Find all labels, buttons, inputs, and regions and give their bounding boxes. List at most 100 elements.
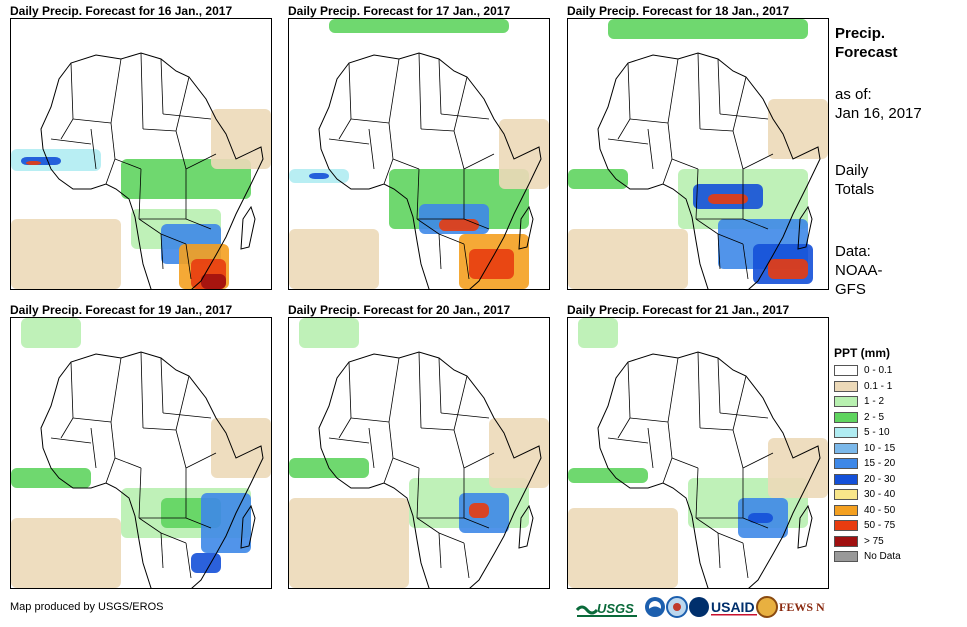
legend-item: > 75: [834, 534, 954, 550]
country-border: [70, 62, 74, 120]
precip-area: [329, 19, 509, 33]
legend-item: No Data: [834, 549, 954, 565]
africa-coastline: [40, 351, 264, 588]
country-border: [667, 122, 673, 160]
forecast-panel-17-jan: Daily Precip. Forecast for 17 Jan., 2017: [288, 4, 550, 290]
country-border: [617, 417, 631, 439]
precip-area: [11, 219, 121, 289]
fews-net-logo: FEWS NET: [756, 596, 841, 618]
country-border: [453, 76, 468, 132]
madagascar-outline: [518, 205, 534, 250]
noaa-logo: [645, 597, 665, 617]
country-border: [160, 532, 164, 569]
country-border: [185, 243, 192, 280]
country-border: [140, 351, 144, 429]
precip-map: [567, 18, 829, 290]
map-graphic: [11, 318, 271, 588]
country-border: [338, 417, 352, 439]
usgs-logo: USGS: [575, 601, 637, 617]
legend-item: 30 - 40: [834, 487, 954, 503]
precip-layer: [289, 318, 549, 588]
panel-title: Daily Precip. Forecast for 18 Jan., 2017: [567, 4, 790, 18]
country-border: [438, 233, 465, 245]
precip-area: [568, 229, 688, 289]
africa-coastline: [318, 52, 542, 289]
country-border: [110, 357, 122, 423]
legend-swatch: [834, 551, 858, 563]
africa-coastline: [40, 52, 264, 289]
country-border: [388, 58, 400, 124]
precip-area: [309, 173, 329, 179]
country-border: [160, 357, 164, 414]
svg-text:FEWS NET: FEWS NET: [779, 600, 825, 614]
country-border: [453, 375, 468, 431]
country-border: [105, 158, 116, 185]
country-border: [717, 233, 721, 270]
precip-map: [10, 317, 272, 589]
precip-area: [21, 318, 81, 348]
totals-block: Daily Totals: [835, 161, 874, 199]
country-border: [695, 517, 719, 534]
legend-item: 50 - 75: [834, 518, 954, 534]
country-border: [717, 233, 744, 245]
precip-area: [748, 513, 773, 523]
country-border: [416, 467, 420, 519]
agency-logos: USGS USAID FEWS NET: [575, 594, 841, 622]
map-graphic: [11, 52, 271, 289]
country-border: [463, 153, 495, 170]
totals-line1: Daily: [835, 162, 869, 179]
legend-title: PPT (mm): [834, 346, 891, 360]
precip-layer: [289, 19, 549, 289]
country-border: [695, 467, 699, 519]
map-graphic: [289, 318, 549, 588]
legend-swatch: [834, 442, 858, 454]
precip-area: [768, 259, 808, 279]
legend-rows: 0 - 0.1 0.1 - 1 1 - 2 2 - 5 5 - 10 10 - 15 15 …: [834, 363, 954, 565]
legend-label: > 75: [864, 535, 884, 547]
legend-swatch: [834, 458, 858, 470]
precip-area: [469, 503, 489, 518]
forecast-panel-18-jan: Daily Precip. Forecast for 18 Jan., 2017: [567, 4, 829, 290]
precip-area: [191, 553, 221, 573]
country-border: [742, 542, 749, 579]
country-border: [185, 517, 212, 529]
country-border: [695, 168, 699, 220]
precip-layer: [11, 109, 271, 289]
country-border: [742, 452, 774, 469]
precip-area: [289, 229, 379, 289]
country-border: [742, 517, 769, 529]
country-border: [438, 357, 442, 414]
agency-logos-graphic: USGS USAID FEWS NET: [575, 596, 841, 618]
country-border: [175, 375, 190, 431]
country-border: [667, 357, 679, 423]
country-border: [418, 351, 422, 429]
country-border: [138, 467, 142, 519]
svg-text:USAID: USAID: [711, 599, 755, 615]
forecast-panel-16-jan: Daily Precip. Forecast for 16 Jan., 2017: [10, 4, 272, 290]
country-border: [420, 427, 455, 431]
country-border: [717, 532, 744, 544]
country-border: [463, 517, 490, 529]
country-border: [463, 452, 495, 469]
country-border: [392, 158, 420, 170]
legend-item: 40 - 50: [834, 503, 954, 519]
country-border: [185, 452, 217, 469]
legend-label: 2 - 5: [864, 411, 885, 423]
precip-area: [768, 99, 828, 159]
country-border: [463, 218, 490, 230]
country-border: [142, 128, 177, 132]
country-border: [697, 351, 701, 429]
madagascar-outline: [797, 205, 813, 250]
country-border: [50, 437, 92, 444]
country-border: [667, 58, 679, 124]
legend-label: 15 - 20: [864, 458, 896, 470]
country-border: [742, 153, 774, 170]
country-border: [440, 412, 490, 419]
forecast-panel-20-jan: Daily Precip. Forecast for 20 Jan., 2017: [288, 303, 550, 589]
country-border: [90, 427, 97, 469]
country-border: [671, 457, 699, 469]
precip-area: [439, 219, 479, 231]
country-border: [368, 128, 375, 170]
country-border: [328, 138, 370, 145]
country-border: [162, 113, 212, 120]
